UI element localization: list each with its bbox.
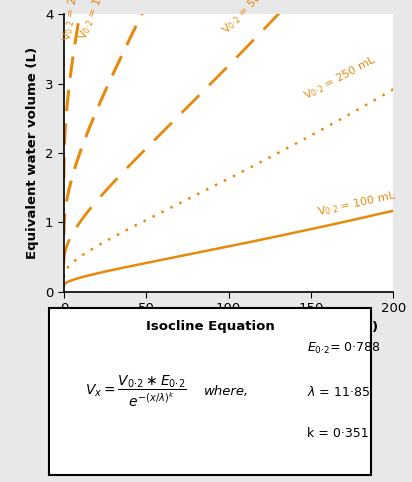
Y-axis label: Equivalent water volume (L): Equivalent water volume (L) <box>26 47 40 259</box>
Text: V$_{0·2}$ = 500 mL: V$_{0·2}$ = 500 mL <box>219 0 285 37</box>
Text: V$_{0·2}$ = 100 mL: V$_{0·2}$ = 100 mL <box>316 188 398 219</box>
Text: k = 0·351: k = 0·351 <box>307 427 368 440</box>
Text: where,: where, <box>204 385 249 398</box>
Text: V$_{0·2}$ = 2L: V$_{0·2}$ = 2L <box>60 0 82 42</box>
Text: V$_{0·2}$ = 250 mL: V$_{0·2}$ = 250 mL <box>301 53 379 103</box>
FancyBboxPatch shape <box>49 308 371 475</box>
Text: Isocline Equation: Isocline Equation <box>146 320 274 333</box>
X-axis label: Equivalent filter nominal pore size (μm): Equivalent filter nominal pore size (μm) <box>79 321 378 334</box>
Text: $E_{0{\cdot}2}$= 0·788: $E_{0{\cdot}2}$= 0·788 <box>307 341 380 356</box>
Text: V$_{0·2}$ = 1L: V$_{0·2}$ = 1L <box>76 0 108 42</box>
Text: $\lambda$ = 11·85: $\lambda$ = 11·85 <box>307 385 370 399</box>
Text: $V_x = \dfrac{V_{0{\cdot}2} \ast E_{0{\cdot}2}}{e^{-(x/\lambda)^k}}$: $V_x = \dfrac{V_{0{\cdot}2} \ast E_{0{\c… <box>85 374 187 409</box>
